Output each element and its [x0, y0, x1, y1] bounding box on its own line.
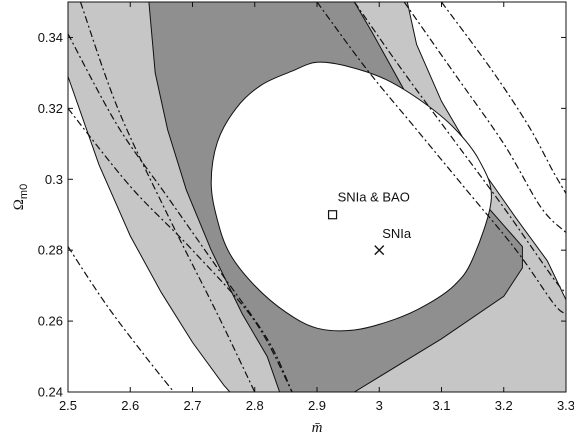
x-axis-label: m̄ [312, 420, 323, 436]
x-tick-label: 3.3 [557, 398, 574, 413]
y-axis-label-main: Ω [11, 199, 27, 210]
y-tick-label: 0.26 [38, 314, 63, 329]
y-axis-label: Ωm0 [11, 184, 30, 210]
dash-dot-line-4 [68, 246, 175, 392]
x-marker [374, 245, 385, 256]
dash-dot-line-5 [316, 2, 566, 315]
y-tick-label: 0.3 [45, 172, 63, 187]
x-tick-label: 3.2 [495, 398, 513, 413]
x-tick-label: 3.1 [432, 398, 450, 413]
x-tick-label: 3 [376, 398, 383, 413]
y-tick-label: 0.32 [38, 101, 63, 116]
x-tick-label: 2.5 [59, 398, 77, 413]
y-axis-ticks: 0.24 0.26 0.28 0.3 0.32 0.34 [38, 30, 566, 400]
y-tick-label: 0.34 [38, 30, 63, 45]
x-tick-label: 2.7 [183, 398, 201, 413]
dash-dot-line-2 [68, 33, 293, 392]
confidence-region-1sigma [210, 61, 492, 332]
dash-dot-contours [68, 2, 566, 392]
point-annotation: SNIa [382, 226, 412, 241]
dash-dot-line-7 [403, 2, 566, 233]
dash-dot-line-8 [441, 2, 566, 194]
square-marker [327, 210, 338, 220]
x-tick-label: 2.8 [246, 398, 264, 413]
point-annotation: SNIa & BAO [338, 190, 410, 205]
x-tick-label: 2.9 [308, 398, 326, 413]
y-axis-label-sub: m0 [18, 184, 30, 199]
dash-dot-line-1 [79, 2, 256, 392]
plot-area [68, 2, 566, 392]
y-tick-label: 0.28 [38, 243, 63, 258]
x-axis-ticks: 2.5 2.6 2.7 2.8 2.9 3 3.1 3.2 3.3 [59, 2, 574, 413]
dash-dot-line-3 [68, 108, 293, 392]
y-tick-label: 0.24 [38, 385, 63, 400]
data-markers: SNIa & BAO SNIa [327, 190, 412, 256]
dash-dot-line-6 [353, 2, 566, 294]
x-tick-label: 2.6 [121, 398, 139, 413]
